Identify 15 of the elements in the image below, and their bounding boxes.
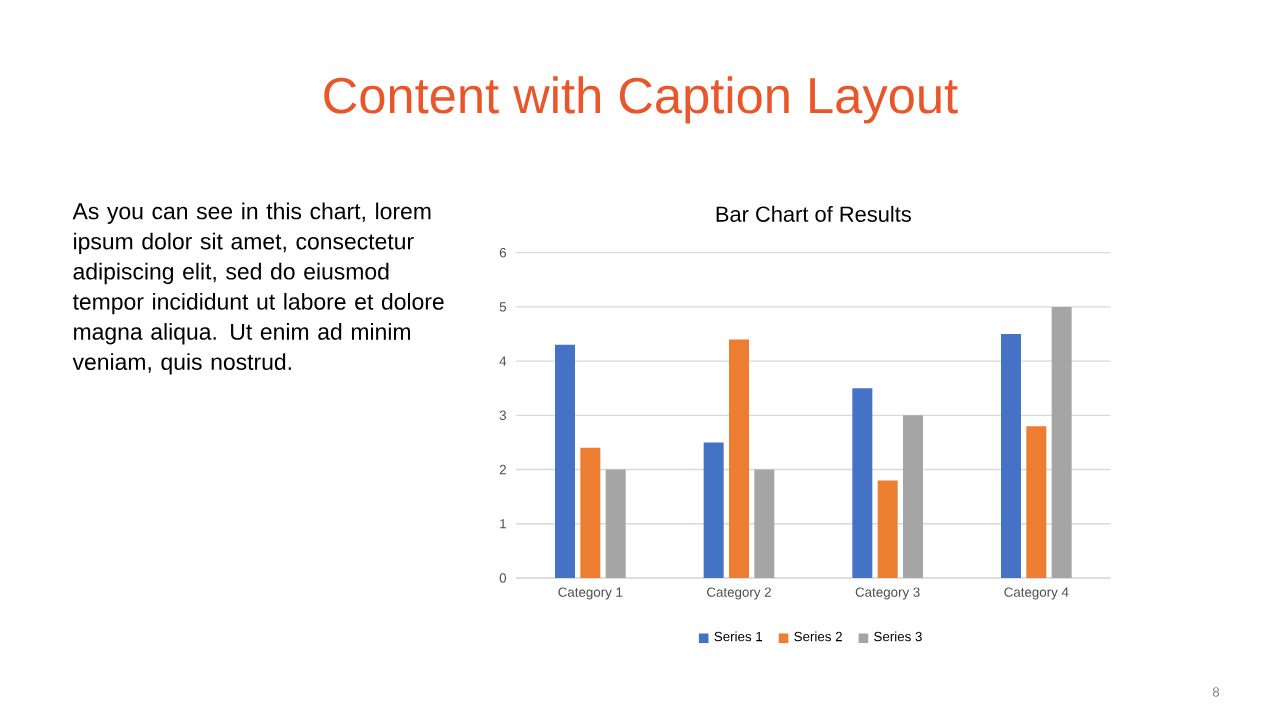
bar bbox=[729, 339, 749, 578]
chart-title: Bar Chart of Results bbox=[716, 205, 911, 222]
bar bbox=[580, 447, 601, 578]
bar bbox=[1026, 426, 1047, 578]
bar bbox=[1000, 334, 1021, 578]
text: As you can see in this chart, lorem ipsum dolor sit amet, consectetur adipiscing elit, sed do eiusmod tempor incididunt ut labore et dolore magna aliqua. Ut enim ad minim veniam, quis nostrud. bbox=[72, 202, 444, 375]
bar bbox=[754, 469, 775, 578]
bar bbox=[555, 344, 576, 578]
bar bbox=[703, 442, 724, 578]
bar bbox=[852, 388, 873, 578]
bar bbox=[902, 415, 923, 578]
bar bbox=[877, 480, 898, 578]
text: Content with Caption Layout bbox=[324, 76, 958, 124]
bar bbox=[1051, 306, 1072, 578]
bar bbox=[605, 469, 626, 578]
